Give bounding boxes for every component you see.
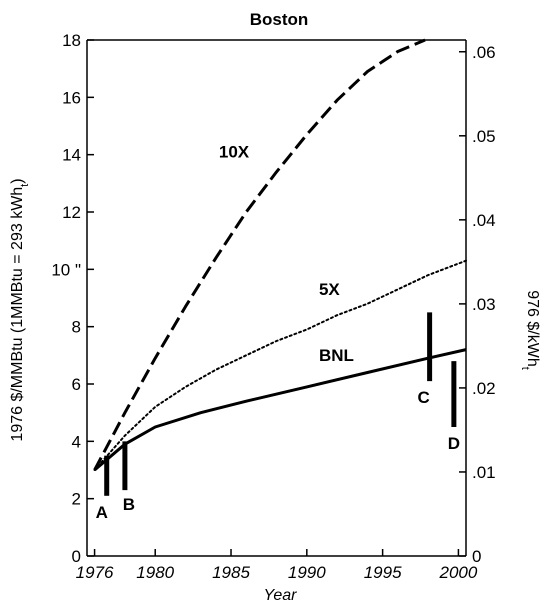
x-tick-label: 1976 <box>76 563 114 582</box>
x-tick-label: 2000 <box>439 563 478 582</box>
y-tick-label: 18 <box>62 31 81 50</box>
right-y-tick-label: .01 <box>472 463 496 482</box>
y-axis-label-subscript: t <box>19 184 31 187</box>
series-layer: 10X 5X BNL <box>93 38 467 472</box>
y-axis-label-main: 1976 $/MMBtu (1MMBtu = 293 kWh <box>9 187 26 442</box>
series-5x-label: 5X <box>319 280 340 299</box>
y-tick-label: 14 <box>62 146 81 165</box>
x-tick-label: 1990 <box>288 563 326 582</box>
y-tick-label: 12 <box>62 203 81 222</box>
x-tick-label: 1995 <box>364 563 402 582</box>
right-y-axis-label-subscript: t <box>519 367 531 370</box>
ticks: 0 2 4 6 8 10 " 12 14 16 18 0 .01 .02 .03 .04 .05 .06 1976… <box>51 31 495 582</box>
y-tick-label: 0 <box>72 547 81 566</box>
series-10x-line <box>93 38 426 471</box>
right-y-tick-label: .05 <box>472 127 496 146</box>
y-tick-label: 10 " <box>51 260 81 279</box>
right-y-axis-label: 976 $/kWht <box>519 290 541 370</box>
y-tick-label: 4 <box>72 432 81 451</box>
right-y-axis-label-main: 976 $/kWh <box>524 290 541 366</box>
axes <box>86 39 467 557</box>
range-bar-label-d: D <box>448 434 460 453</box>
right-y-tick-label: .02 <box>472 379 496 398</box>
y-tick-label: 16 <box>62 88 81 107</box>
chart-title: Boston <box>250 10 309 29</box>
series-5x-line <box>93 259 467 471</box>
range-bars-layer: A B C D <box>96 312 460 522</box>
right-y-tick-label: .06 <box>472 43 496 62</box>
y-axis-label-close: ) <box>9 178 26 183</box>
right-y-tick-label: 0 <box>472 547 481 566</box>
y-tick-label: 8 <box>72 318 81 337</box>
x-tick-label: 1985 <box>212 563 250 582</box>
range-bar-label-b: B <box>123 495 135 514</box>
range-bar-label-a: A <box>96 503 108 522</box>
series-bnl-line <box>93 348 467 472</box>
series-10x-label: 10X <box>219 143 250 162</box>
series-bnl-label: BNL <box>319 346 354 365</box>
y-tick-label: 6 <box>72 375 81 394</box>
y-axis-label: 1976 $/MMBtu (1MMBtu = 293 kWht) <box>9 178 31 441</box>
y-tick-label: 2 <box>72 490 81 509</box>
range-bar-label-c: C <box>417 388 429 407</box>
x-tick-label: 1980 <box>136 563 174 582</box>
right-y-tick-label: .03 <box>472 295 496 314</box>
right-y-tick-label: .04 <box>472 211 496 230</box>
x-axis-label: Year <box>264 587 298 604</box>
